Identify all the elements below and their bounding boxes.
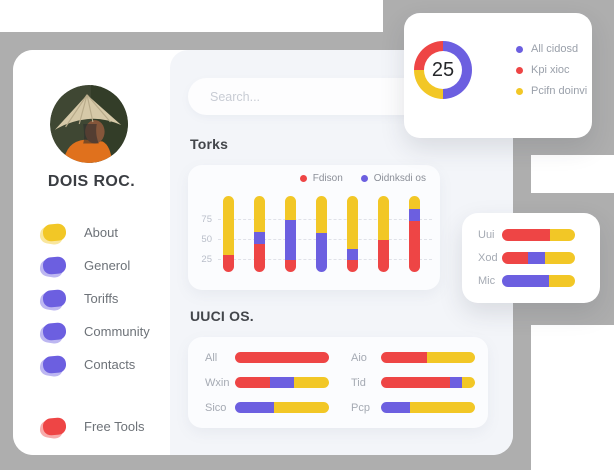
hbar-row-label: Aio bbox=[351, 351, 367, 364]
hbar-row-uui: Uui bbox=[478, 228, 584, 241]
y-axis-tick: 75 bbox=[201, 214, 212, 225]
y-axis-tick: 25 bbox=[201, 254, 212, 265]
hbar-row-label: Xod bbox=[478, 251, 498, 264]
hbar bbox=[502, 228, 575, 241]
y-axis-tick: 50 bbox=[201, 234, 212, 245]
profile-name: DOIS ROC. bbox=[47, 173, 136, 190]
hbar-row-label: Uui bbox=[478, 228, 495, 241]
hbar-row-wxin: Wxin bbox=[205, 377, 329, 389]
stacked-bar bbox=[284, 196, 296, 272]
stacked-bar bbox=[222, 196, 234, 272]
hbar bbox=[381, 377, 475, 388]
sidebar-item-label: Contacts bbox=[84, 357, 136, 372]
sidebar-item-label: About bbox=[84, 225, 118, 240]
stacked-bar bbox=[315, 196, 327, 272]
generol-blob-icon bbox=[43, 257, 66, 274]
donut-legend-item-pcifn-doinvi: Pcifn doinvi bbox=[516, 85, 587, 97]
hbar bbox=[381, 352, 475, 363]
hbar-row-tid: Tid bbox=[351, 377, 475, 389]
community-blob-icon bbox=[43, 323, 66, 340]
avatar bbox=[50, 85, 128, 163]
kpi-donut-card: 25 All cidosd Kpi xioc Pcifn doinvi bbox=[404, 13, 592, 138]
stacked-bar bbox=[346, 196, 358, 272]
torks-legend: Fdison Oidnksdi os bbox=[299, 173, 426, 184]
stacked-bar bbox=[408, 196, 420, 272]
torks-heading: Torks bbox=[190, 136, 229, 152]
donut-legend: All cidosd Kpi xioc Pcifn doinvi bbox=[516, 43, 587, 97]
hbar-row-mic: Mic bbox=[478, 275, 584, 288]
legend-item-oidnksdi-os: Oidnksdi os bbox=[360, 173, 426, 184]
sidebar-item-free-tools[interactable]: Free Tools bbox=[13, 410, 170, 443]
donut-legend-item-all-cidosd: All cidosd bbox=[516, 43, 587, 55]
uuci-chart-card: All Wxin Sico Aio Tid Pcp bbox=[188, 337, 488, 428]
hbar bbox=[235, 377, 329, 388]
donut-legend-item-kpi-xioc: Kpi xioc bbox=[516, 64, 587, 76]
side-stats-rows: Uui Xod Mic bbox=[478, 223, 584, 293]
free-tools-blob-icon bbox=[43, 418, 66, 435]
sidebar-menu: About Generol Toriffs Community Contacts Free… bbox=[13, 216, 170, 443]
hbar-row-label: Pcp bbox=[351, 401, 370, 414]
side-stats-card: Uui Xod Mic bbox=[462, 213, 600, 303]
legend-item-fdison: Fdison bbox=[299, 173, 343, 184]
uuci-heading: UUCI OS. bbox=[190, 308, 254, 324]
hbar-row-xod: Xod bbox=[478, 251, 584, 264]
torks-bars bbox=[188, 196, 440, 272]
hbar-row-sico: Sico bbox=[205, 402, 329, 414]
sidebar-item-generol[interactable]: Generol bbox=[13, 249, 170, 282]
donut-center-value: 25 bbox=[431, 58, 455, 81]
avatar-photo-illustration bbox=[50, 85, 128, 163]
sidebar-item-label: Toriffs bbox=[84, 291, 119, 306]
hbar-row-aio: Aio bbox=[351, 352, 475, 364]
contacts-blob-icon bbox=[43, 356, 66, 373]
hbar-row-label: Sico bbox=[205, 401, 227, 414]
hbar bbox=[235, 352, 329, 363]
hbar-row-pcp: Pcp bbox=[351, 402, 475, 414]
hbar-row-label: All bbox=[205, 351, 218, 364]
sidebar-item-toriffs[interactable]: Toriffs bbox=[13, 282, 170, 315]
toriffs-blob-icon bbox=[43, 290, 66, 307]
hbar bbox=[235, 402, 329, 413]
hbar bbox=[502, 275, 575, 288]
sidebar-item-label: Community bbox=[84, 324, 150, 339]
torks-chart-card: Fdison Oidnksdi os 75 50 25 bbox=[188, 165, 440, 290]
sidebar-item-about[interactable]: About bbox=[13, 216, 170, 249]
stacked-bar bbox=[253, 196, 265, 272]
hbar-row-all: All bbox=[205, 352, 329, 364]
uuci-column-left: All Wxin Sico bbox=[205, 345, 329, 420]
kpi-donut-chart: 25 bbox=[414, 41, 472, 99]
uuci-column-right: Aio Tid Pcp bbox=[351, 345, 475, 420]
sidebar-item-contacts[interactable]: Contacts bbox=[13, 348, 170, 381]
about-blob-icon bbox=[43, 224, 66, 241]
sidebar-item-label: Generol bbox=[84, 258, 131, 273]
hbar-row-label: Wxin bbox=[205, 376, 230, 389]
search-input[interactable] bbox=[188, 78, 440, 115]
stacked-bar bbox=[377, 196, 389, 272]
sidebar-item-label: Free Tools bbox=[84, 419, 145, 434]
hbar bbox=[502, 251, 575, 264]
hbar-row-label: Mic bbox=[478, 275, 496, 288]
hbar bbox=[381, 402, 475, 413]
hbar-row-label: Tid bbox=[351, 376, 366, 389]
sidebar-item-community[interactable]: Community bbox=[13, 315, 170, 348]
sidebar: DOIS ROC. About Generol Toriffs Community Co… bbox=[13, 50, 170, 455]
